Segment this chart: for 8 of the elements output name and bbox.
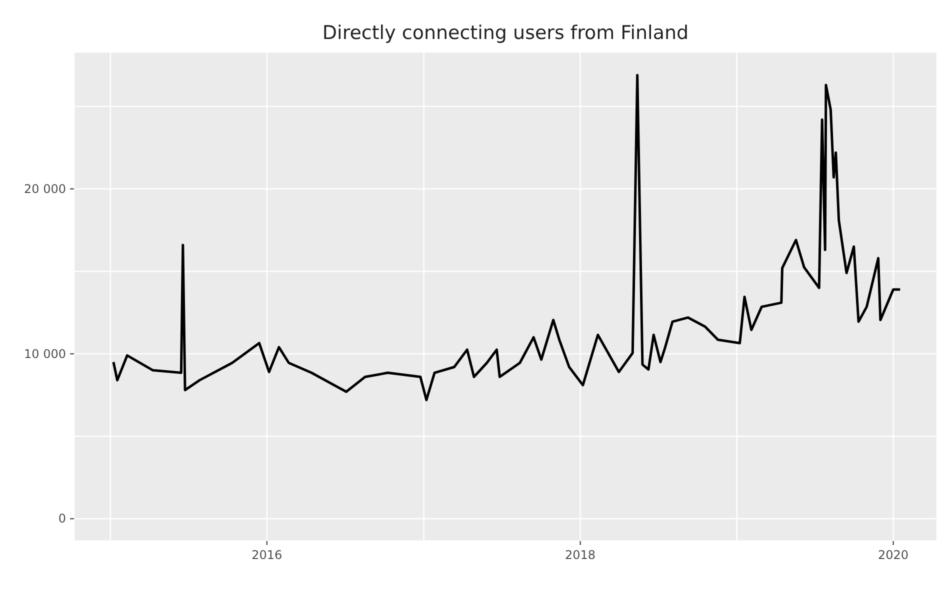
x-tick-label: 2016 bbox=[252, 548, 282, 562]
line-series bbox=[112, 74, 902, 402]
y-tick-label: 10 000 bbox=[24, 346, 66, 361]
x-tick-label: 2018 bbox=[565, 548, 596, 562]
y-tick-label: 20 000 bbox=[24, 182, 66, 196]
x-tick-label: 2020 bbox=[878, 548, 909, 562]
y-tick-label: 0 bbox=[58, 512, 66, 526]
chart-title: Directly connecting users from Finland bbox=[321, 22, 690, 44]
